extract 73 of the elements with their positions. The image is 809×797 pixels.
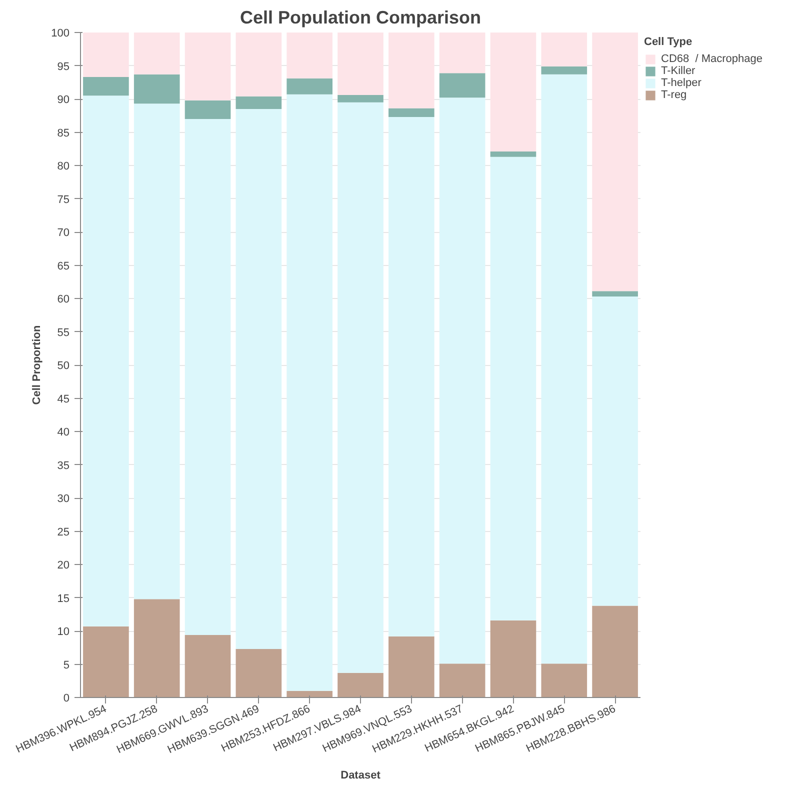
bar [134, 104, 180, 600]
bar [490, 152, 536, 157]
bar [388, 32, 434, 108]
y-tick-label: 90 [57, 94, 70, 106]
legend-label: T-Killer [661, 65, 696, 77]
legend-label: CD68 / Macrophage [661, 53, 762, 65]
bar [134, 599, 180, 698]
bar [236, 96, 282, 109]
bar [286, 32, 332, 78]
y-tick-label: 85 [57, 127, 70, 140]
y-tick-label: 95 [57, 60, 70, 73]
bar [490, 32, 536, 152]
y-tick-label: 70 [57, 227, 70, 239]
bar [541, 32, 588, 66]
bar [83, 77, 129, 96]
bar [388, 636, 434, 698]
y-tick-label: 20 [57, 560, 70, 572]
legend-label: T-helper [661, 77, 702, 89]
bar [439, 73, 486, 98]
bar [286, 690, 332, 698]
bar [541, 74, 588, 664]
y-tick-label: 5 [63, 659, 70, 672]
y-tick-label: 60 [57, 294, 70, 306]
y-tick-label: 25 [57, 526, 70, 538]
y-tick-label: 45 [57, 393, 70, 406]
bar [388, 116, 434, 636]
y-tick-label: 65 [57, 260, 70, 272]
bar [236, 32, 282, 96]
y-tick-label: 100 [51, 28, 70, 40]
y-tick-label: 30 [57, 493, 70, 505]
bar [134, 32, 180, 74]
bar [83, 32, 129, 78]
bar [83, 96, 129, 626]
bar [439, 98, 486, 664]
y-tick-label: 0 [63, 692, 70, 704]
bar [541, 664, 588, 698]
y-tick-label: 80 [57, 160, 70, 172]
bar [184, 32, 231, 100]
y-tick-label: 55 [57, 326, 70, 339]
bar [592, 291, 638, 297]
bar [83, 626, 129, 698]
x-axis-title: Dataset [340, 769, 381, 782]
y-axis-title: Cell Proportion [31, 324, 44, 405]
bar [286, 78, 332, 94]
bar [592, 606, 638, 698]
bar [236, 108, 282, 649]
y-tick-label: 35 [57, 460, 70, 472]
bar [338, 95, 384, 102]
legend-title: Cell Type [644, 36, 694, 48]
bar [184, 100, 231, 119]
bar [338, 672, 384, 698]
y-tick-label: 75 [57, 194, 70, 206]
bar [338, 32, 384, 96]
y-tick-label: 10 [57, 626, 70, 638]
y-tick-label: 50 [57, 360, 70, 372]
bar [286, 94, 332, 691]
bar [184, 118, 231, 635]
y-tick-label: 40 [57, 426, 70, 438]
bar [388, 108, 434, 117]
bar [541, 66, 588, 74]
y-tick-label: 15 [57, 592, 70, 605]
chart-title: Cell Population Comparison [240, 8, 482, 28]
bar [439, 32, 486, 74]
bar [236, 648, 282, 698]
bar [592, 32, 638, 292]
bar [439, 664, 486, 698]
bar [338, 102, 384, 673]
bar [490, 620, 536, 698]
bar [592, 296, 638, 606]
bar [184, 634, 231, 698]
legend-label: T-reg [661, 89, 687, 101]
bar [490, 156, 536, 620]
bar [134, 74, 180, 104]
